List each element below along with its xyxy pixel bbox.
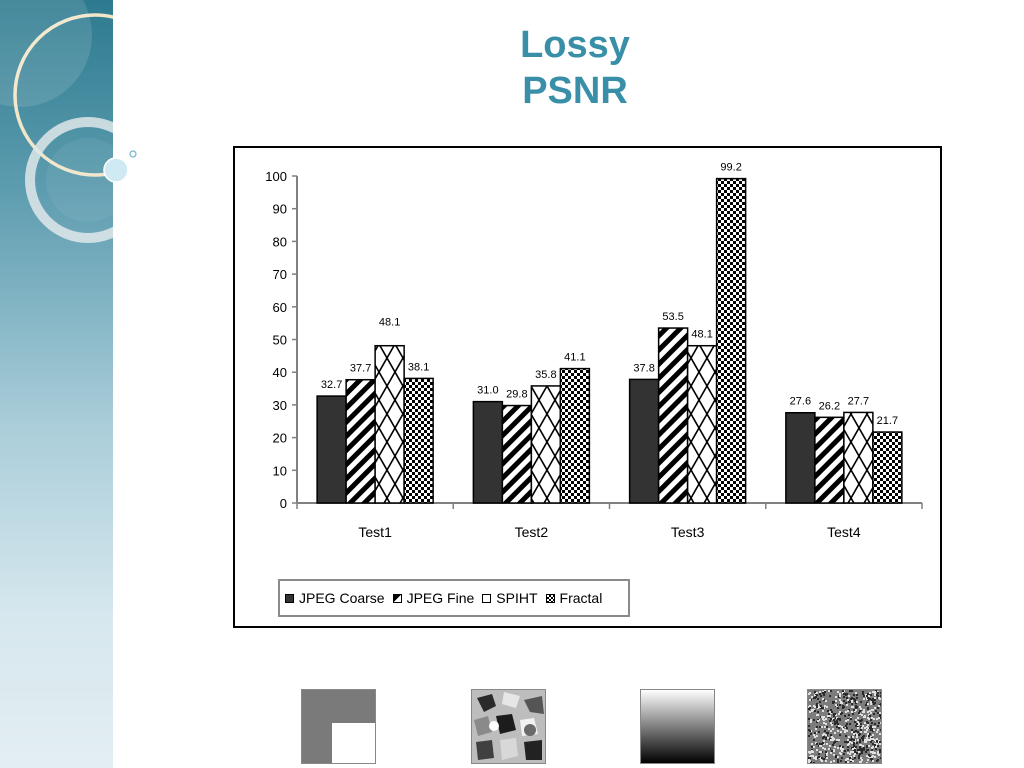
- bar-value-label: 27.7: [848, 395, 869, 407]
- y-tick-label: 80: [273, 234, 287, 249]
- test2-thumbnail: [471, 689, 546, 764]
- y-tick-label: 100: [265, 169, 287, 184]
- bar-value-label: 26.2: [819, 400, 840, 412]
- y-tick-label: 10: [273, 463, 287, 478]
- legend-swatch: [482, 593, 492, 603]
- bar-value-label: 38.1: [408, 361, 429, 373]
- bar-jpeg-fine: [657, 327, 689, 504]
- legend-swatch: [392, 593, 402, 603]
- bar-fractal: [715, 177, 747, 504]
- legend-item: Fractal: [545, 590, 603, 606]
- title-line-2: PSNR: [522, 70, 628, 112]
- y-tick-label: 90: [273, 202, 287, 217]
- bar-value-label: 35.8: [535, 369, 556, 381]
- bar-value-label: 37.7: [350, 363, 371, 375]
- chart-data-labels: 32.7 37.7 48.1 38.1 31.0 29.8 35.8 41.1 37.8 53.5…: [321, 162, 898, 427]
- slide-title: Lossy PSNR: [420, 22, 730, 114]
- bar-value-label: 48.1: [691, 329, 712, 341]
- bar-value-label: 32.7: [321, 379, 342, 391]
- bar-value-label: 31.0: [477, 385, 498, 397]
- legend-item: JPEG Fine: [392, 590, 475, 606]
- bar-fractal: [559, 367, 591, 504]
- test4-thumbnail: [807, 689, 882, 764]
- legend-swatch: [545, 593, 555, 603]
- y-tick-label: 70: [273, 267, 287, 282]
- bar-jpeg-coarse: [628, 378, 660, 504]
- chart-legend: JPEG Coarse JPEG Fine SPIHT Fractal: [278, 579, 630, 617]
- x-category-label: Test4: [827, 524, 861, 540]
- bar-jpeg-coarse: [785, 411, 816, 504]
- bar-spiht: [530, 385, 562, 504]
- bar-value-label: 21.7: [877, 415, 898, 427]
- bar-fractal: [872, 431, 903, 504]
- y-tick-label: 30: [273, 398, 287, 413]
- decorative-circles: [0, 0, 113, 243]
- test1-thumbnail: [301, 689, 376, 764]
- legend-label: JPEG Coarse: [299, 590, 385, 606]
- bar-value-label: 27.6: [790, 396, 811, 408]
- x-category-label: Test3: [671, 524, 705, 540]
- bar-spiht: [686, 344, 718, 504]
- chart-bars: [316, 177, 903, 504]
- legend-label: SPIHT: [496, 590, 538, 606]
- bar-jpeg-coarse: [472, 400, 504, 504]
- y-tick-label: 40: [273, 365, 287, 380]
- bar-value-label: 48.1: [379, 317, 400, 329]
- chart-frame: 0 10 20 30 40 50 60 70 80 90 100 Test1 Test2 Test3 Tes…: [233, 146, 942, 628]
- bar-value-label: 41.1: [564, 352, 585, 364]
- bar-jpeg-fine: [345, 378, 376, 504]
- legend-item: JPEG Coarse: [285, 590, 385, 606]
- y-tick-label: 0: [280, 496, 287, 511]
- bar-chart: 0 10 20 30 40 50 60 70 80 90 100 Test1 Test2 Test3 Tes…: [265, 162, 923, 540]
- sidebar-decoration: [0, 0, 113, 768]
- bar-jpeg-fine: [814, 416, 845, 504]
- bar-value-label: 53.5: [662, 311, 683, 323]
- legend-label: JPEG Fine: [406, 590, 475, 606]
- x-category-label: Test2: [515, 524, 549, 540]
- bar-spiht: [843, 411, 874, 504]
- bar-value-label: 99.2: [720, 162, 741, 174]
- bar-spiht: [374, 344, 405, 504]
- decorative-bubbles: [103, 150, 137, 183]
- test3-thumbnail: [640, 689, 715, 764]
- y-tick-label: 60: [273, 300, 287, 315]
- bar-jpeg-coarse: [316, 395, 347, 504]
- y-tick-label: 20: [273, 431, 287, 446]
- y-tick-label: 50: [273, 333, 287, 348]
- legend-swatch: [285, 593, 294, 603]
- bar-value-label: 37.8: [633, 362, 654, 374]
- title-line-1: Lossy: [520, 24, 630, 66]
- bar-value-label: 29.8: [506, 389, 527, 401]
- legend-label: Fractal: [559, 590, 603, 606]
- bar-jpeg-fine: [501, 404, 533, 504]
- legend-item: SPIHT: [482, 590, 538, 606]
- x-category-label: Test1: [358, 524, 392, 540]
- bar-fractal: [403, 377, 434, 504]
